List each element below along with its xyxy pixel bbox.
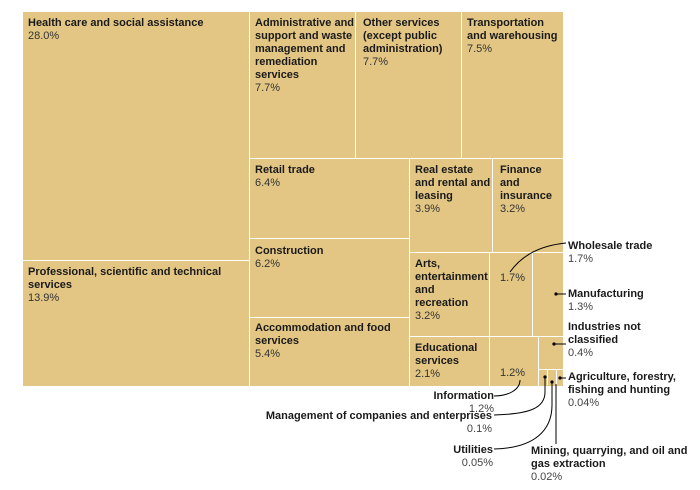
callout-management-of-companies-and-enterprises: Management of companies and enterprises 0…	[240, 410, 492, 436]
tile-agriculture-forestry-fishing-and-hunting	[557, 370, 563, 386]
value-label: 28.0%	[28, 30, 60, 42]
category-name: Arts, entertainment and recreation	[415, 258, 488, 309]
tile-real-estate-and-rental-and-leasing	[410, 159, 492, 252]
label-construction: Construction 6.2%	[255, 245, 405, 271]
value-label: 0.04%	[568, 397, 600, 409]
tile-manufacturing	[533, 253, 563, 336]
tile-mining-quarrying-and-oil-and-gas-extraction	[539, 385, 563, 386]
value-label: 3.9%	[415, 203, 441, 215]
category-name: Health care and social assistance	[28, 17, 204, 29]
value-label: 6.2%	[255, 258, 281, 270]
tile-wholesale-trade	[490, 253, 532, 336]
value-label: 7.5%	[467, 43, 493, 55]
value-label: 1.2%	[468, 403, 494, 415]
value-label: 0.05%	[461, 457, 493, 469]
callout-agriculture-forestry-fishing-and-hunting: Agriculture, forestry, fishing and hunti…	[568, 371, 688, 410]
callout-information: Information 1.2%	[382, 390, 495, 416]
label-administrative-and-support-and-waste-management-and-remediation-services: Administrative and support and waste man…	[255, 17, 355, 95]
category-name: Mining, quarrying, and oil and gas extra…	[531, 445, 688, 470]
callout-manufacturing: Manufacturing 1.3%	[568, 288, 688, 314]
value-label: 0.1%	[466, 423, 492, 435]
category-name: Transportation and warehousing	[467, 17, 558, 42]
label-arts-entertainment-and-recreation: Arts, entertainment and recreation 3.2%	[415, 258, 489, 323]
value-label: 1.3%	[568, 301, 594, 313]
value-label: 0.4%	[568, 347, 594, 359]
category-name: Other services (except public administra…	[363, 17, 443, 55]
category-name: Wholesale trade	[568, 240, 653, 252]
label-educational-services: Educational services 2.1%	[415, 342, 489, 381]
category-name: Industries not classified	[568, 321, 641, 346]
label-real-estate-and-rental-and-leasing: Real estate and rental and leasing 3.9%	[415, 164, 491, 216]
callout-utilities: Utilities 0.05%	[392, 444, 493, 470]
label-information: 1.2%	[500, 367, 534, 380]
value-label: 1.7%	[500, 272, 526, 284]
label-accommodation-and-food-services: Accommodation and food services 5.4%	[255, 322, 405, 361]
value-label: 1.2%	[500, 367, 526, 379]
value-label: 6.4%	[255, 177, 281, 189]
category-name: Real estate and rental and leasing	[415, 164, 491, 202]
value-label: 7.7%	[255, 82, 281, 94]
callout-industries-not-classified: Industries not classified 0.4%	[568, 321, 688, 360]
label-finance-and-insurance: Finance and insurance 3.2%	[500, 164, 562, 216]
tile-educational-services	[410, 337, 489, 386]
value-label: 5.4%	[255, 348, 281, 360]
value-label: 1.7%	[568, 253, 594, 265]
tile-health-care-and-social-assistance	[23, 12, 249, 260]
category-name: Retail trade	[255, 164, 315, 176]
tile-industries-not-classified	[539, 337, 563, 369]
category-name: Management of companies and enterprises	[265, 410, 492, 422]
label-health-care-and-social-assistance: Health care and social assistance 28.0%	[28, 17, 243, 43]
category-name: Finance and insurance	[500, 164, 552, 202]
label-retail-trade: Retail trade 6.4%	[255, 164, 405, 190]
category-name: Information	[433, 390, 495, 402]
value-label: 3.2%	[415, 310, 441, 322]
tile-arts-entertainment-and-recreation	[410, 253, 489, 336]
label-transportation-and-warehousing: Transportation and warehousing 7.5%	[467, 17, 562, 56]
tile-retail-trade	[250, 159, 409, 238]
category-name: Educational services	[415, 342, 478, 367]
callout-mining-quarrying-and-oil-and-gas-extraction: Mining, quarrying, and oil and gas extra…	[531, 445, 691, 484]
value-label: 7.7%	[363, 56, 389, 68]
tile-administrative-and-support-and-waste-management-and-remediation-services	[250, 12, 355, 158]
value-label: 0.02%	[531, 471, 563, 483]
value-label: 2.1%	[415, 368, 441, 380]
tile-other-services-except-public-administration	[356, 12, 461, 158]
label-professional-scientific-and-technical-services: Professional, scientific and technical s…	[28, 266, 243, 305]
tile-management-of-companies-and-enterprises	[539, 370, 547, 386]
category-name: Agriculture, forestry, fishing and hunti…	[568, 371, 676, 396]
tile-professional-scientific-and-technical-services	[23, 261, 249, 386]
tile-utilities	[548, 370, 556, 386]
category-name: Accommodation and food services	[255, 322, 391, 347]
label-wholesale-trade: 1.7%	[500, 272, 530, 285]
value-label: 13.9%	[28, 292, 60, 304]
callout-wholesale-trade: Wholesale trade 1.7%	[568, 240, 688, 266]
tile-construction	[250, 239, 409, 317]
value-label: 3.2%	[500, 203, 526, 215]
tile-finance-and-insurance	[493, 159, 563, 252]
tile-transportation-and-warehousing	[462, 12, 563, 158]
category-name: Administrative and support and waste man…	[255, 17, 355, 81]
category-name: Manufacturing	[568, 288, 644, 300]
category-name: Utilities	[453, 444, 493, 456]
label-other-services-except-public-administration: Other services (except public administra…	[363, 17, 458, 69]
category-name: Construction	[255, 245, 324, 257]
category-name: Professional, scientific and technical s…	[28, 266, 222, 291]
tile-accommodation-and-food-services	[250, 318, 409, 386]
